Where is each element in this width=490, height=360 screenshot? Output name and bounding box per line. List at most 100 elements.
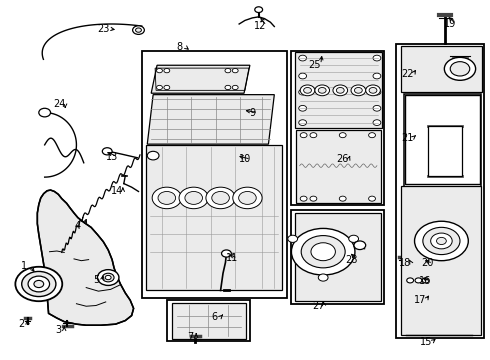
Circle shape [98, 270, 119, 285]
Circle shape [373, 73, 381, 79]
Text: 12: 12 [254, 21, 267, 31]
Circle shape [349, 235, 359, 242]
Bar [143, 51, 287, 298]
Polygon shape [172, 303, 246, 338]
Text: 22: 22 [401, 69, 414, 79]
Bar [428, 126, 463, 176]
Circle shape [336, 87, 344, 93]
Circle shape [368, 133, 375, 138]
Circle shape [423, 227, 460, 255]
Text: 24: 24 [53, 99, 66, 109]
Circle shape [301, 235, 345, 268]
Bar [405, 95, 480, 184]
Text: 1: 1 [21, 261, 27, 271]
Circle shape [299, 89, 307, 95]
Circle shape [299, 120, 307, 126]
Circle shape [22, 271, 56, 297]
Circle shape [239, 192, 256, 204]
Text: 11: 11 [226, 253, 238, 263]
Circle shape [233, 187, 262, 209]
Circle shape [373, 105, 381, 111]
Circle shape [310, 196, 317, 201]
Text: 18: 18 [399, 258, 412, 268]
Circle shape [300, 85, 315, 96]
Circle shape [292, 228, 355, 275]
Text: 2: 2 [19, 319, 25, 329]
Circle shape [437, 237, 446, 244]
Circle shape [354, 241, 366, 249]
Circle shape [366, 85, 380, 96]
Circle shape [158, 192, 175, 204]
Circle shape [212, 192, 229, 204]
Circle shape [102, 273, 114, 282]
Text: 4: 4 [75, 221, 81, 231]
Bar [167, 300, 250, 341]
Circle shape [300, 196, 307, 201]
Circle shape [179, 187, 208, 209]
Circle shape [206, 187, 235, 209]
Text: 17: 17 [414, 295, 426, 305]
Circle shape [288, 235, 297, 242]
Bar [292, 51, 384, 205]
Circle shape [105, 275, 111, 280]
Circle shape [304, 87, 312, 93]
Text: 20: 20 [421, 258, 434, 268]
Circle shape [415, 278, 422, 283]
Circle shape [157, 85, 162, 90]
Text: 21: 21 [401, 133, 414, 143]
Circle shape [299, 105, 307, 111]
Circle shape [373, 55, 381, 61]
Bar [404, 94, 481, 187]
Text: 5: 5 [93, 275, 99, 285]
Circle shape [300, 133, 307, 138]
Text: 10: 10 [239, 154, 251, 164]
Polygon shape [296, 130, 381, 203]
Circle shape [431, 233, 452, 249]
Circle shape [221, 250, 231, 257]
Circle shape [310, 133, 317, 138]
Circle shape [368, 196, 375, 201]
Circle shape [315, 85, 330, 96]
Circle shape [133, 26, 145, 35]
Text: 16: 16 [418, 276, 431, 286]
Polygon shape [147, 95, 274, 144]
Circle shape [373, 89, 381, 95]
Text: 7: 7 [187, 332, 194, 342]
Circle shape [311, 243, 335, 261]
Polygon shape [401, 45, 482, 92]
Circle shape [225, 85, 231, 90]
Circle shape [450, 62, 470, 76]
Text: 26: 26 [337, 154, 349, 164]
Bar [396, 44, 485, 338]
Circle shape [373, 120, 381, 126]
Circle shape [225, 68, 231, 73]
Bar [292, 211, 384, 304]
Polygon shape [401, 186, 481, 335]
Circle shape [39, 108, 50, 117]
Polygon shape [151, 65, 250, 93]
Circle shape [164, 68, 170, 73]
Circle shape [318, 87, 326, 93]
Circle shape [407, 278, 414, 283]
Circle shape [232, 85, 238, 90]
Circle shape [422, 278, 429, 283]
Polygon shape [295, 213, 381, 301]
Circle shape [318, 274, 328, 281]
Text: 3: 3 [55, 325, 61, 335]
Text: 8: 8 [176, 42, 182, 51]
Circle shape [157, 68, 162, 73]
Circle shape [354, 87, 362, 93]
Text: 19: 19 [444, 19, 456, 29]
Text: 14: 14 [111, 186, 123, 197]
Circle shape [444, 57, 476, 80]
Text: 25: 25 [309, 59, 321, 69]
Polygon shape [295, 51, 382, 128]
Circle shape [299, 73, 307, 79]
Circle shape [299, 55, 307, 61]
Circle shape [102, 148, 112, 155]
Circle shape [147, 151, 159, 160]
Text: 6: 6 [212, 312, 218, 322]
Circle shape [339, 133, 346, 138]
Circle shape [15, 267, 62, 301]
Circle shape [185, 192, 202, 204]
